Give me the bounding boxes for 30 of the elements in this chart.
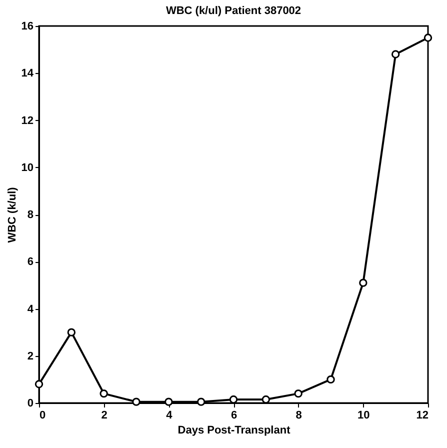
x-tick-label: 4: [166, 410, 174, 422]
point: [196, 398, 206, 406]
point: [294, 389, 302, 398]
point: [100, 389, 108, 398]
x-tick-label: 12: [416, 410, 428, 422]
y-tick-label: 6: [27, 256, 34, 268]
x-tick-label: 2: [101, 410, 108, 422]
point: [326, 375, 335, 384]
point: [132, 398, 140, 406]
y-tick-label: 16: [21, 20, 34, 32]
point: [391, 50, 400, 58]
y-tick-label: 4: [27, 303, 34, 316]
y-tick-label: 14: [21, 68, 34, 80]
x-axis-title: Days Post-Transplant: [178, 424, 291, 436]
y-axis-title: WBC (k/ul): [6, 186, 18, 243]
chart-title: WBC (k/ul) Patient 387002: [166, 5, 302, 17]
x-tick-label: 8: [296, 410, 302, 422]
y-tick-label: 8: [27, 209, 34, 221]
point: [164, 398, 173, 406]
x-tick-label: 0: [40, 410, 46, 422]
point: [34, 380, 44, 388]
point: [67, 328, 76, 336]
point: [359, 278, 368, 287]
x-tick-label: 6: [230, 410, 238, 422]
y-tick-label: 10: [21, 162, 34, 174]
point: [424, 34, 432, 42]
y-tick-label: 0: [27, 398, 34, 410]
y-tick-label: 12: [21, 114, 34, 127]
y-tick-label: 2: [27, 350, 34, 362]
x-tick-label: 10: [358, 410, 370, 422]
